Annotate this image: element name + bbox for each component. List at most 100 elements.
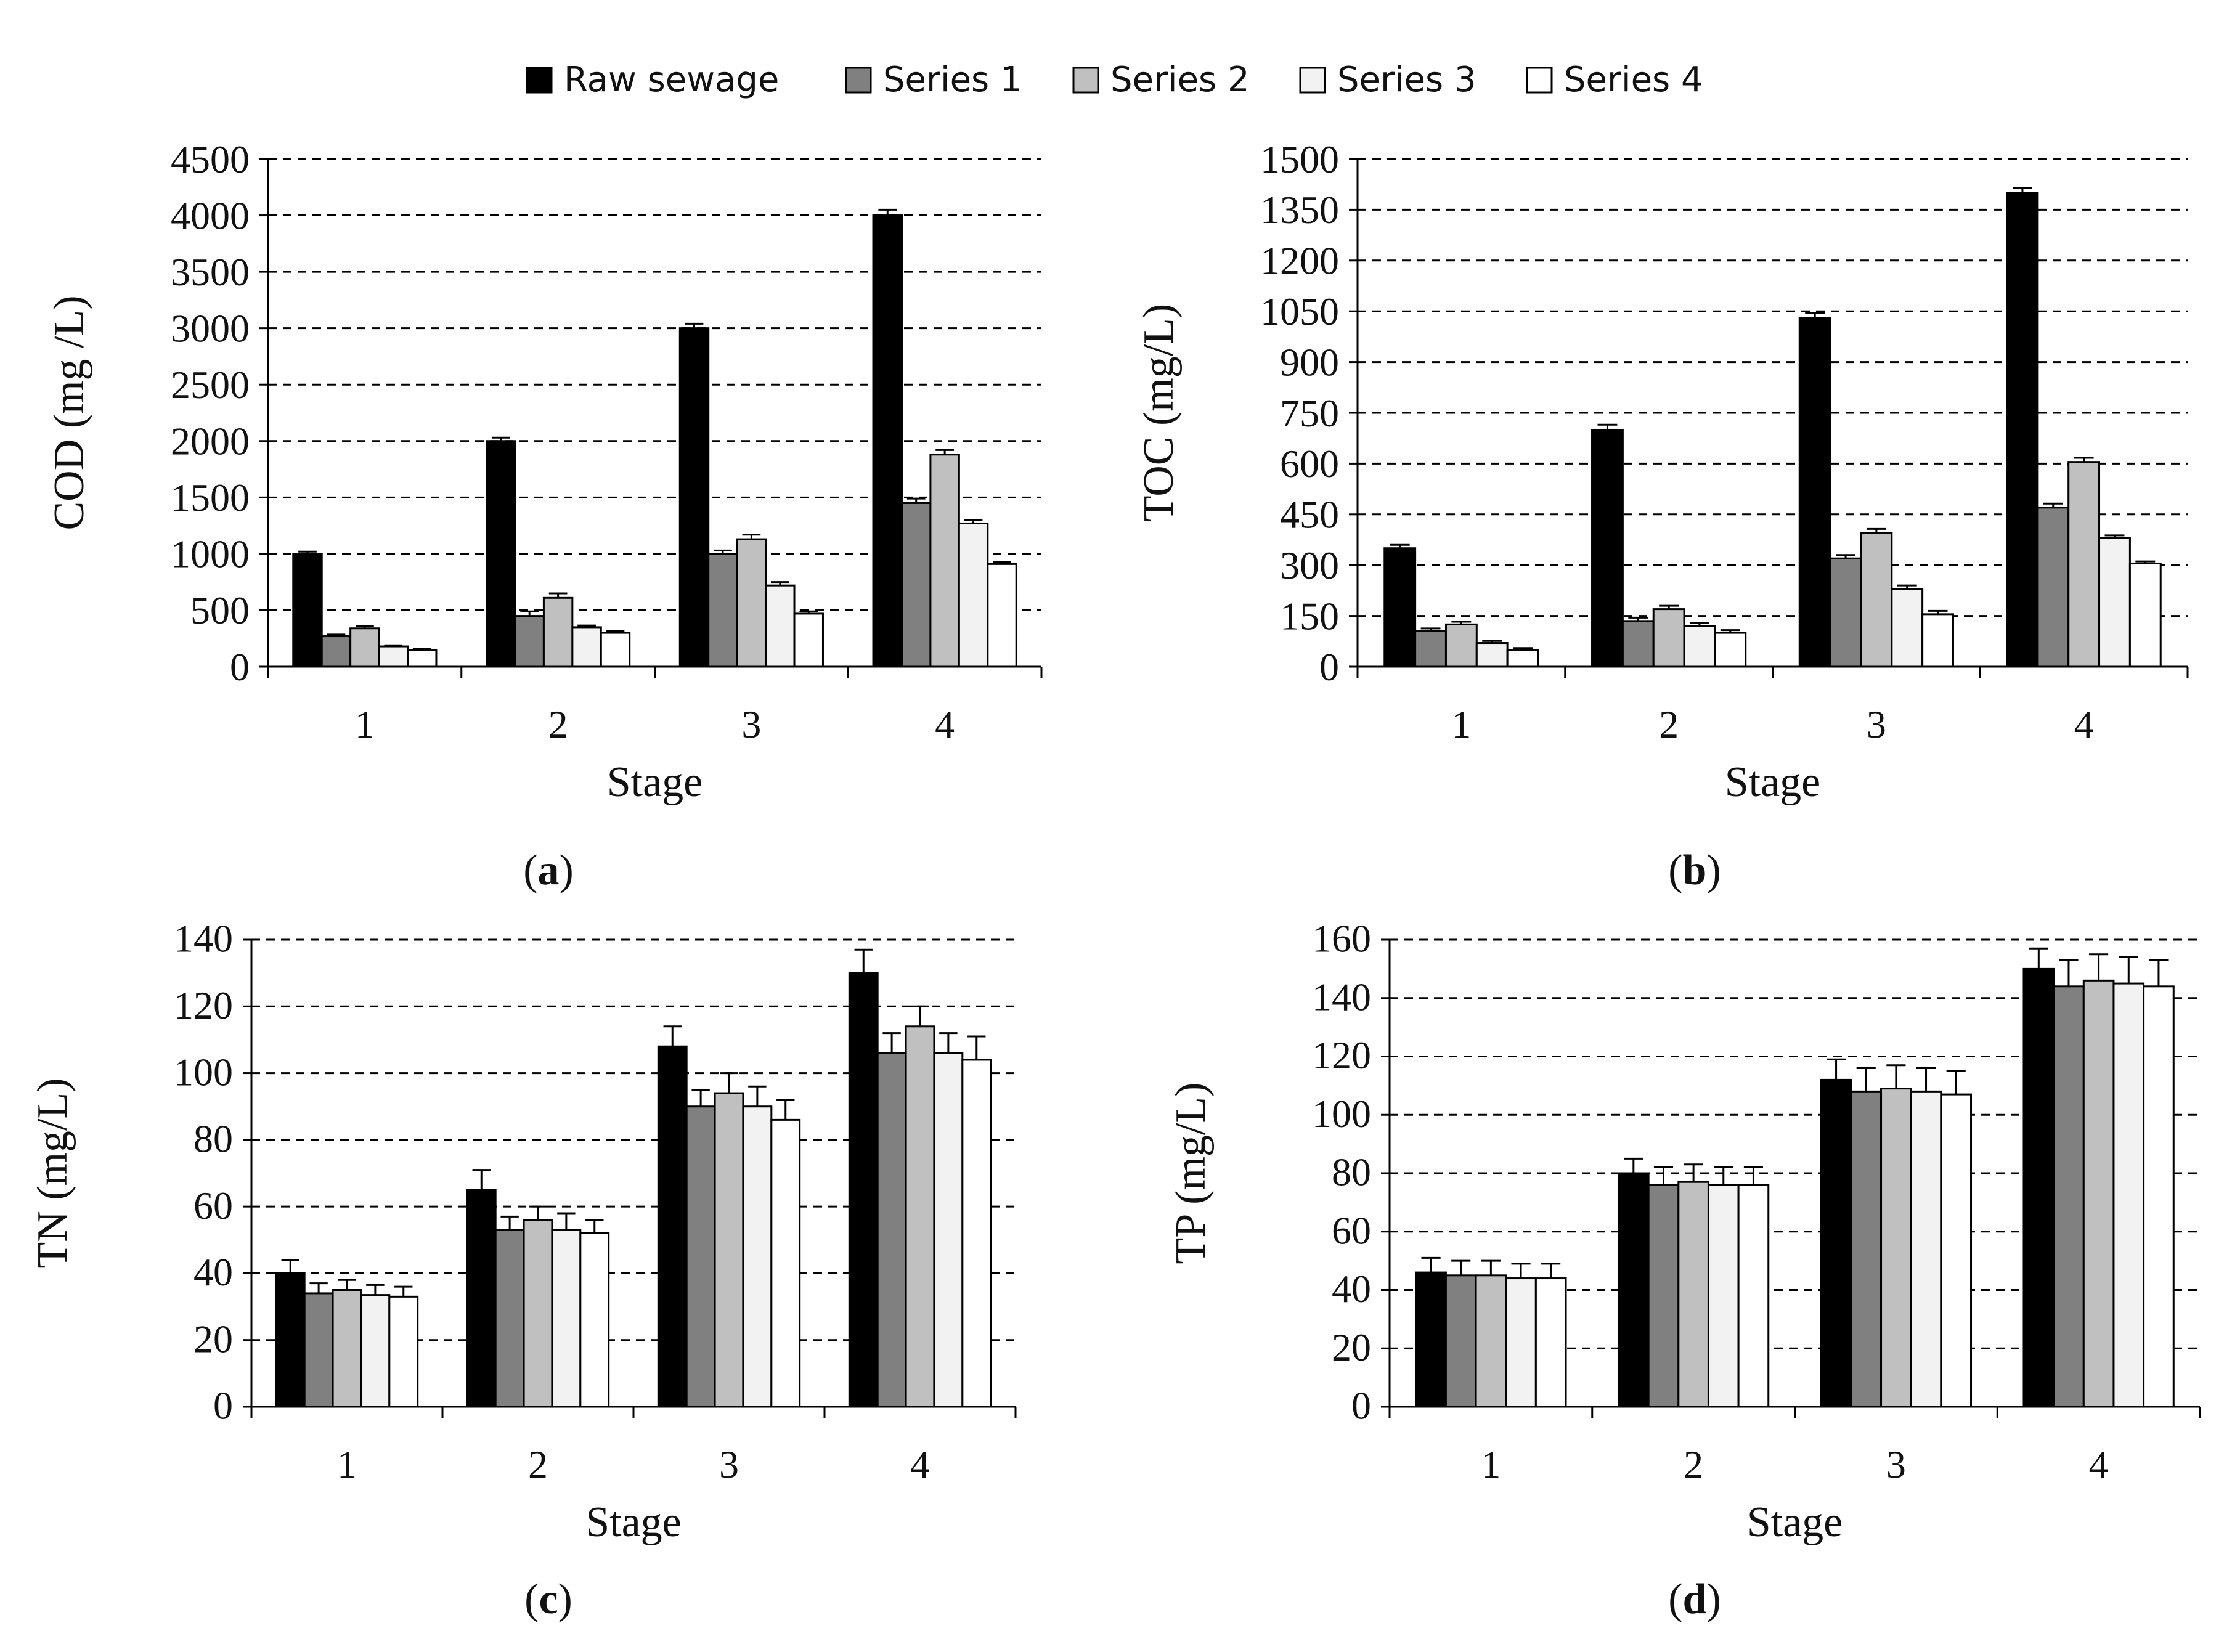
- bar-series-1-stage-4: [2037, 507, 2070, 668]
- y-tick-label: 0: [213, 1384, 233, 1428]
- bar-raw-sewage-stage-2: [1617, 1172, 1650, 1408]
- chart-panel-c: 0 20 40 60 80 100 120 140 1 2 3 4 Stage TN (mg/L) (c): [29, 917, 1017, 1623]
- legend-item-series-3: Series 3: [1299, 60, 1476, 100]
- bar-series-1-stage-2: [1647, 1184, 1680, 1408]
- panel-label-close: ): [560, 847, 574, 894]
- y-tick-label: 120: [174, 983, 233, 1027]
- y-axis-title: COD (mg /L): [46, 295, 93, 530]
- x-tick-label: 4: [935, 702, 955, 746]
- bar-raw-sewage-stage-4: [2022, 967, 2055, 1408]
- bar-raw-sewage-stage-1: [292, 553, 323, 668]
- bar-raw-sewage-stage-2: [486, 440, 516, 668]
- bar-raw-sewage-stage-1: [1415, 1271, 1447, 1408]
- legend-item-series-4: Series 4: [1526, 60, 1703, 100]
- x-tick-label: 4: [910, 1442, 930, 1486]
- legend-label: Series 4: [1564, 60, 1703, 100]
- bar-series-1-stage-1: [1414, 630, 1447, 668]
- legend: Raw sewage Series 1 Series 2 Series 3 Series…: [526, 60, 1703, 100]
- panel-label: (b): [1668, 847, 1721, 894]
- bar-series-3-stage-2: [571, 626, 602, 668]
- bar-raw-sewage-stage-1: [1383, 547, 1417, 668]
- y-tick-label: 4000: [171, 193, 250, 237]
- panel-label: (a): [523, 847, 574, 894]
- y-tick-label: 40: [1332, 1267, 1371, 1311]
- bar-raw-sewage-stage-3: [1820, 1078, 1852, 1408]
- bar-raw-sewage-stage-4: [872, 214, 903, 668]
- bar-series-4-stage-2: [1737, 1184, 1770, 1408]
- bar-series-1-stage-2: [1621, 620, 1655, 668]
- y-tick-label: 40: [193, 1250, 233, 1294]
- legend-label: Series 2: [1110, 60, 1250, 100]
- bar-raw-sewage-stage-2: [1591, 428, 1624, 668]
- y-tick-label: 60: [1332, 1208, 1371, 1252]
- x-tick-label: 2: [528, 1442, 548, 1486]
- bars: [1383, 187, 2162, 668]
- bar-series-1-stage-4: [876, 1052, 907, 1408]
- panel-label-close: ): [558, 1576, 572, 1623]
- bar-series-4-stage-1: [1534, 1277, 1567, 1408]
- x-tick-label: 4: [2074, 702, 2094, 746]
- y-tick-label: 600: [1280, 442, 1339, 486]
- x-axis-title: Stage: [1747, 1499, 1843, 1546]
- y-tick-label: 1500: [1260, 137, 1339, 181]
- y-tick-label: 80: [1332, 1150, 1371, 1194]
- panel-label-close: ): [1706, 1576, 1721, 1623]
- panel-label-letter: d: [1683, 1576, 1707, 1623]
- bar-series-2-stage-1: [349, 627, 380, 668]
- y-tick-label: 1350: [1260, 188, 1339, 232]
- bar-series-3-stage-1: [1505, 1277, 1537, 1408]
- y-tick-label: 500: [190, 588, 250, 632]
- x-tick-label: 3: [741, 702, 761, 746]
- bar-series-4-stage-2: [600, 632, 631, 668]
- y-tick-label: 0: [1351, 1384, 1371, 1428]
- bar-series-3-stage-2: [1707, 1184, 1740, 1408]
- legend-swatch: [526, 67, 553, 94]
- y-axis-title: TP (mg/L): [1167, 1083, 1215, 1264]
- legend-swatch: [845, 67, 872, 94]
- x-tick-label: 1: [1451, 702, 1471, 746]
- panel-label-open: (: [523, 847, 537, 894]
- panel-label-letter: b: [1683, 847, 1707, 894]
- bar-series-4-stage-1: [1506, 649, 1539, 668]
- bar-series-2-stage-4: [905, 1025, 935, 1408]
- y-tick-label: 0: [230, 645, 250, 689]
- bar-series-2-stage-3: [736, 538, 767, 668]
- bar-series-3-stage-3: [1910, 1090, 1942, 1408]
- x-tick-label: 1: [337, 1442, 357, 1486]
- x-tick-label: 3: [1867, 702, 1886, 746]
- panel-label: (c): [524, 1576, 572, 1623]
- bar-raw-sewage-stage-3: [1798, 317, 1831, 668]
- y-tick-label: 1050: [1260, 290, 1339, 333]
- bar-series-4-stage-3: [770, 1118, 801, 1408]
- bar-series-3-stage-4: [2098, 537, 2131, 668]
- y-tick-label: 2500: [171, 363, 250, 407]
- y-tick-label: 20: [1332, 1325, 1371, 1369]
- legend-label: Series 3: [1337, 60, 1476, 100]
- y-tick-label: 60: [193, 1184, 233, 1227]
- y-tick-label: 3500: [171, 250, 250, 294]
- bar-series-3-stage-3: [765, 584, 796, 668]
- bar-raw-sewage-stage-4: [2006, 192, 2039, 668]
- bar-series-1-stage-3: [1850, 1090, 1883, 1408]
- panel-label-open: (: [1668, 1576, 1682, 1623]
- y-tick-label: 1500: [171, 476, 250, 519]
- bar-series-4-stage-3: [793, 612, 824, 668]
- x-tick-label: 2: [548, 702, 568, 746]
- legend-item-raw-sewage: Raw sewage: [526, 60, 779, 100]
- bar-series-2-stage-3: [1860, 532, 1893, 668]
- bar-series-4-stage-1: [388, 1295, 419, 1408]
- legend-label: Raw sewage: [564, 60, 779, 100]
- chart-panel-d: 0 20 40 60 80 100 120 140 160 1 2 3 4 Stage TP (mg/L) (…: [1167, 917, 2201, 1623]
- bar-series-4-stage-4: [961, 1059, 992, 1408]
- x-tick-label: 3: [719, 1442, 739, 1486]
- y-tick-label: 20: [193, 1317, 233, 1361]
- bar-raw-sewage-stage-3: [657, 1045, 688, 1408]
- bar-series-3-stage-3: [1891, 588, 1924, 668]
- x-tick-label: 1: [1481, 1442, 1501, 1486]
- x-tick-label: 2: [1684, 1442, 1703, 1486]
- bar-series-3-stage-1: [378, 645, 409, 668]
- y-tick-label: 300: [1280, 543, 1339, 587]
- chart-panel-a: 0 500 1000 1500 2000 2500 3000 3500 4000 4500 1 2 3 4…: [46, 137, 1043, 894]
- bar-series-2-stage-3: [1880, 1088, 1912, 1408]
- bar-series-1-stage-3: [685, 1105, 716, 1408]
